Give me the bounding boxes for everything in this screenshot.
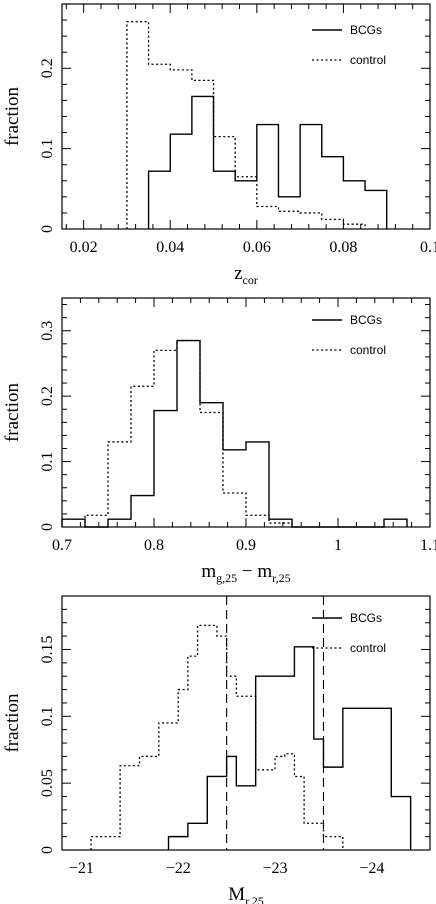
panel-magnitude: −21 −22 −23 −24 0 0.05 0.1 0.15 fraction Mr,25 BCG…: [2, 595, 431, 904]
x-axis-label-sub: r,25: [245, 894, 264, 904]
x-tick-label: −22: [166, 860, 191, 877]
x-tick-label: 0.9: [236, 537, 256, 554]
x-tick-label: −23: [263, 860, 288, 877]
x-axis-label-sub2: r,25: [272, 571, 291, 585]
panel-redshift: 0.02 0.04 0.06 0.08 0.1 0 0.1 0.2 fraction zcor BC…: [2, 3, 436, 287]
histogram-bcgs: [147, 95, 388, 229]
histogram-control: [90, 624, 344, 850]
histogram-bcgs: [167, 646, 412, 850]
legend-label-control: control: [350, 343, 386, 357]
y-tick-label: 0: [39, 523, 56, 531]
x-axis-label-sub: cor: [243, 273, 258, 287]
x-tick-label: 0.8: [144, 537, 164, 554]
x-axis-label: zcor: [234, 263, 258, 287]
x-tick-label: −24: [359, 860, 384, 877]
y-tick-label: 0.15: [39, 635, 56, 663]
panel-color: 0.7 0.8 0.9 1 1.1 0 0.1 0.2 0.3 fraction mg,25 − m…: [2, 297, 436, 585]
y-tick-label: 0.2: [39, 386, 56, 406]
y-tick-label: 0.05: [39, 769, 56, 797]
legend-label-control: control: [350, 53, 386, 67]
y-axis-label: fraction: [2, 693, 23, 753]
x-tick-label: 1.1: [420, 537, 436, 554]
y-tick-label: 0: [39, 225, 56, 233]
x-axis-label-main: z: [234, 263, 242, 284]
legend-label-bcgs: BCGs: [350, 313, 382, 327]
x-tick-label: 0.7: [52, 537, 72, 554]
histogram-control: [84, 339, 293, 527]
legend-label-bcgs: BCGs: [350, 23, 382, 37]
y-tick-label: 0: [39, 846, 56, 854]
y-axis-label: fraction: [2, 86, 23, 146]
y-tick-label: 0.1: [39, 706, 56, 726]
histogram-bcgs: [61, 339, 408, 528]
plot-frame: [61, 3, 431, 230]
x-tick-label: 0.1: [420, 239, 436, 256]
x-tick-label: 0.08: [329, 239, 357, 256]
y-tick-label: 0.1: [39, 139, 56, 159]
x-axis-label-main: M: [228, 884, 245, 904]
x-axis-label: mg,25 − mr,25: [201, 561, 290, 585]
y-tick-label: 0.2: [39, 58, 56, 78]
y-axis-label: fraction: [2, 382, 23, 442]
y-tick-label: 0.3: [39, 321, 56, 341]
plot-frame: [61, 595, 431, 851]
x-axis-label-main: m: [201, 561, 216, 582]
x-tick-label: 0.02: [70, 239, 98, 256]
x-tick-label: 0.06: [243, 239, 271, 256]
y-tick-label: 0.1: [39, 452, 56, 472]
legend-label-bcgs: BCGs: [350, 611, 382, 625]
x-tick-label: 1: [334, 537, 342, 554]
x-axis-label: Mr,25: [228, 884, 263, 904]
x-tick-label: 0.04: [156, 239, 184, 256]
x-tick-label: −21: [69, 860, 94, 877]
legend-label-control: control: [350, 641, 386, 655]
x-axis-label-mid: − m: [237, 561, 272, 582]
histogram-control: [126, 21, 366, 229]
x-axis-label-sub: g,25: [216, 571, 237, 585]
